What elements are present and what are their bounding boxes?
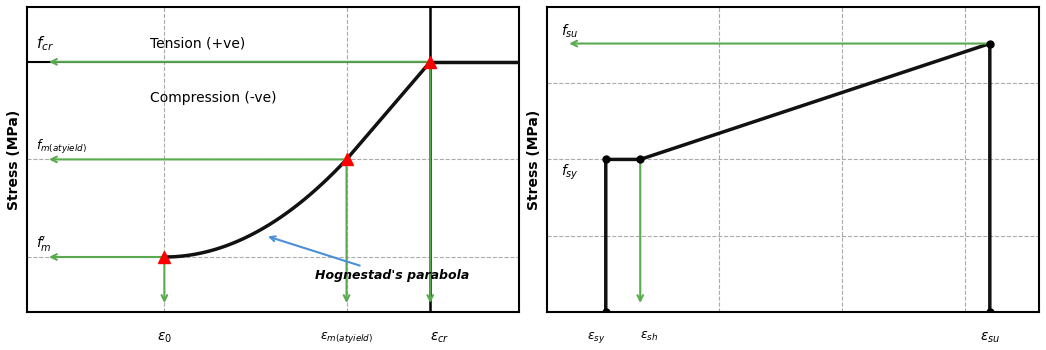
- Text: $f_{m(atyield)}$: $f_{m(atyield)}$: [37, 138, 87, 156]
- Text: $\varepsilon_{m(atyield)}$: $\varepsilon_{m(atyield)}$: [320, 330, 373, 345]
- Text: $f_m^{\prime}$: $f_m^{\prime}$: [37, 235, 52, 254]
- Text: $\varepsilon_0$: $\varepsilon_0$: [157, 330, 172, 345]
- Text: $\varepsilon_{sh}$: $\varepsilon_{sh}$: [640, 330, 659, 343]
- Text: $\varepsilon_{sy}$: $\varepsilon_{sy}$: [587, 330, 606, 345]
- Y-axis label: Stress (MPa): Stress (MPa): [527, 109, 541, 210]
- Y-axis label: Stress (MPa): Stress (MPa): [7, 109, 21, 210]
- Text: Hognestad's parabola: Hognestad's parabola: [270, 236, 469, 282]
- Text: $f_{cr}$: $f_{cr}$: [37, 34, 54, 53]
- Text: $f_{sy}$: $f_{sy}$: [562, 162, 579, 182]
- Text: Compression (-ve): Compression (-ve): [150, 91, 276, 105]
- Text: $f_{su}$: $f_{su}$: [562, 23, 579, 41]
- Text: Tension (+ve): Tension (+ve): [150, 36, 245, 50]
- Text: $\varepsilon_{cr}$: $\varepsilon_{cr}$: [430, 330, 450, 345]
- Text: $\varepsilon_{su}$: $\varepsilon_{su}$: [980, 330, 1000, 345]
